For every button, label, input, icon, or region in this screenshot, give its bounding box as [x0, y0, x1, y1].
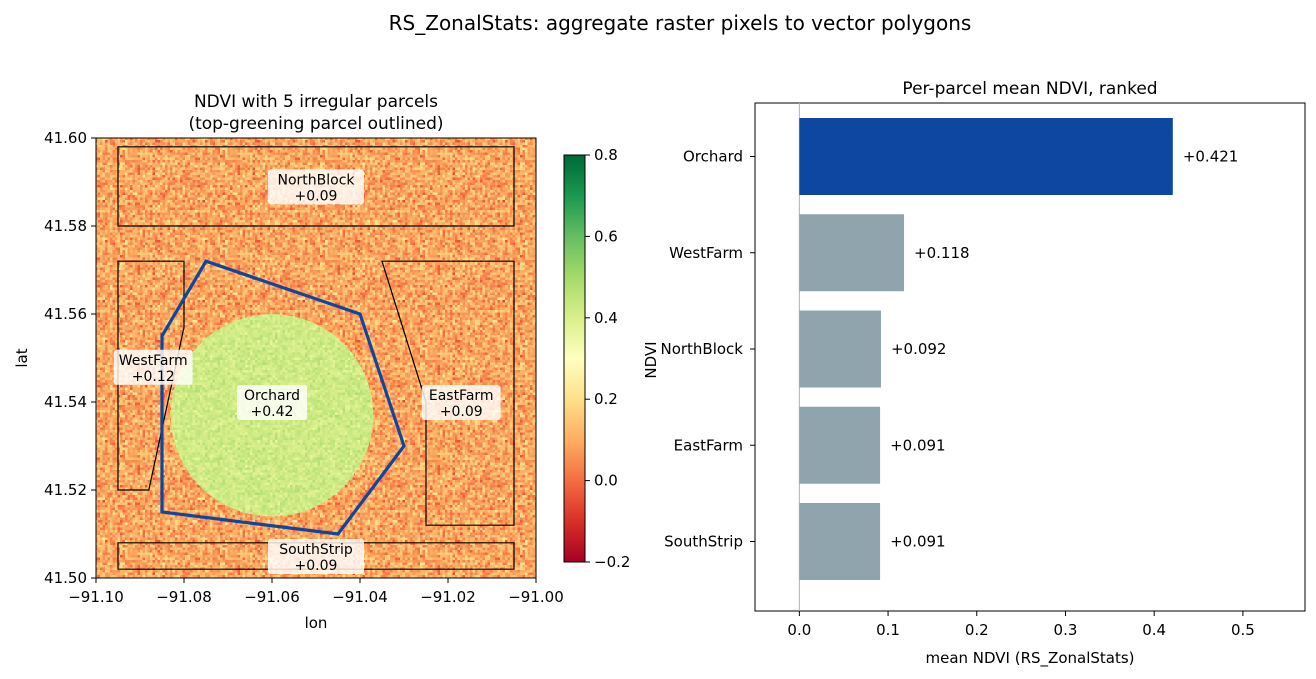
- colorbar-tick-label: 0.8: [594, 146, 618, 164]
- colorbar-tick-label: 0.4: [594, 309, 618, 327]
- bar-x-tick-label: 0.1: [876, 621, 900, 639]
- parcel-label-box: [268, 169, 364, 205]
- bar-value-label: +0.118: [914, 244, 970, 262]
- bar-value-label: +0.092: [891, 340, 947, 358]
- map-x-tick-label: −91.04: [332, 588, 388, 606]
- parcel-label-box: [421, 385, 501, 420]
- parcel-label-name: EastFarm: [429, 388, 494, 404]
- bar-x-ticks: 0.0 0.1 0.2 0.3 0.4 0.5: [787, 611, 1255, 639]
- bar-x-tick-label: 0.5: [1231, 621, 1255, 639]
- parcel-label-name: Orchard: [244, 388, 300, 404]
- bars: +0.421 +0.118 +0.092 +0.091 +0.091: [799, 118, 1238, 580]
- parcel-outline-northblock: [117, 146, 515, 227]
- parcel-label-value: +0.42: [251, 404, 294, 420]
- map-y-tick-label: 41.52: [44, 481, 87, 499]
- map-y-tick-label: 41.60: [44, 129, 87, 147]
- map-x-tick-label: −91.10: [68, 588, 124, 606]
- map-x-tick-label: −91.00: [508, 588, 564, 606]
- parcel-outline-eastfarm: [381, 260, 515, 526]
- bar-westfarm: [799, 214, 905, 292]
- parcel-outline-westfarm: [117, 260, 185, 491]
- colorbar-ticks: −0.2 0.0 0.2 0.4 0.6 0.8: [585, 146, 630, 571]
- parcel-label-value: +0.12: [132, 369, 175, 385]
- bar-category-label: SouthStrip: [664, 533, 743, 551]
- map-x-tick-label: −91.08: [156, 588, 212, 606]
- figure-title: RS_ZonalStats: aggregate raster pixels t…: [389, 11, 972, 35]
- colorbar-tick-label: 0.6: [594, 227, 618, 245]
- parcel-label-name: WestFarm: [119, 353, 188, 369]
- parcel-label-name: NorthBlock: [277, 172, 355, 188]
- colorbar: −0.2 0.0 0.2 0.4 0.6 0.8: [563, 146, 630, 571]
- map-y-tick-label: 41.50: [44, 569, 87, 587]
- bar-x-tick-label: 0.3: [1054, 621, 1078, 639]
- parcel-label-name: SouthStrip: [279, 542, 353, 558]
- colorbar-tick-label: 0.0: [594, 472, 618, 490]
- map-x-tick-label: −91.06: [244, 588, 300, 606]
- parcel-label-value: +0.09: [295, 558, 338, 574]
- bar-category-label: EastFarm: [674, 436, 743, 454]
- map-title-line-1: NDVI with 5 irregular parcels: [194, 92, 438, 112]
- map-y-tick-label: 41.58: [44, 217, 87, 235]
- bar-x-tick-label: 0.4: [1142, 621, 1166, 639]
- parcel-label-box: [113, 349, 193, 385]
- bar-category-label: NorthBlock: [660, 340, 743, 358]
- map-y-ticks: 41.50 41.52 41.54 41.56 41.58 41.60: [44, 129, 96, 587]
- bar-x-tick-label: 0.2: [965, 621, 989, 639]
- bar-value-label: +0.421: [1183, 148, 1239, 166]
- bar-southstrip: [799, 503, 881, 580]
- bar-value-label: +0.091: [890, 436, 946, 454]
- parcel-label-box: [268, 539, 364, 574]
- parcel-outlines: [117, 146, 515, 570]
- bar-y-ticks: Orchard WestFarm NorthBlock EastFarm SouthSt…: [660, 148, 755, 551]
- map-y-tick-label: 41.56: [44, 305, 87, 323]
- colorbar-tick-label: 0.2: [594, 390, 618, 408]
- bar-orchard: [799, 118, 1173, 195]
- bar-northblock: [799, 310, 881, 388]
- map-title-line-2: (top-greening parcel outlined): [188, 114, 443, 134]
- colorbar-gradient: [563, 154, 586, 563]
- bar-frame: [754, 102, 1306, 612]
- map-x-label: lon: [305, 614, 328, 632]
- map-x-tick-label: −91.02: [420, 588, 476, 606]
- map-x-ticks: −91.10 −91.08 −91.06 −91.04 −91.02 −91.00: [68, 578, 564, 606]
- parcel-labels: NorthBlock+0.09WestFarm+0.12Orchard+0.42…: [113, 169, 501, 574]
- bar-panel: Per-parcel mean NDVI, ranked +0.421 +0.11…: [642, 79, 1306, 668]
- bar-category-label: WestFarm: [669, 244, 743, 262]
- bar-value-label: +0.091: [890, 533, 946, 551]
- parcel-label-value: +0.09: [295, 188, 338, 204]
- bar-y-label: NDVI: [642, 341, 660, 378]
- parcel-label-box: [236, 385, 308, 420]
- parcel-label-value: +0.09: [440, 404, 483, 420]
- map-y-tick-label: 41.54: [44, 393, 87, 411]
- parcel-outline-orchard: [160, 259, 406, 536]
- bar-eastfarm: [799, 406, 881, 484]
- bar-x-tick-label: 0.0: [787, 621, 811, 639]
- colorbar-tick-label: −0.2: [594, 553, 630, 571]
- parcel-outline-southstrip: [117, 542, 515, 570]
- map-y-label: lat: [13, 348, 31, 367]
- map-frame: [95, 137, 537, 579]
- bar-x-label: mean NDVI (RS_ZonalStats): [925, 649, 1134, 668]
- map-panel: NDVI with 5 irregular parcels (top-green…: [13, 92, 564, 632]
- bar-title: Per-parcel mean NDVI, ranked: [902, 79, 1157, 99]
- bar-category-label: Orchard: [683, 148, 743, 166]
